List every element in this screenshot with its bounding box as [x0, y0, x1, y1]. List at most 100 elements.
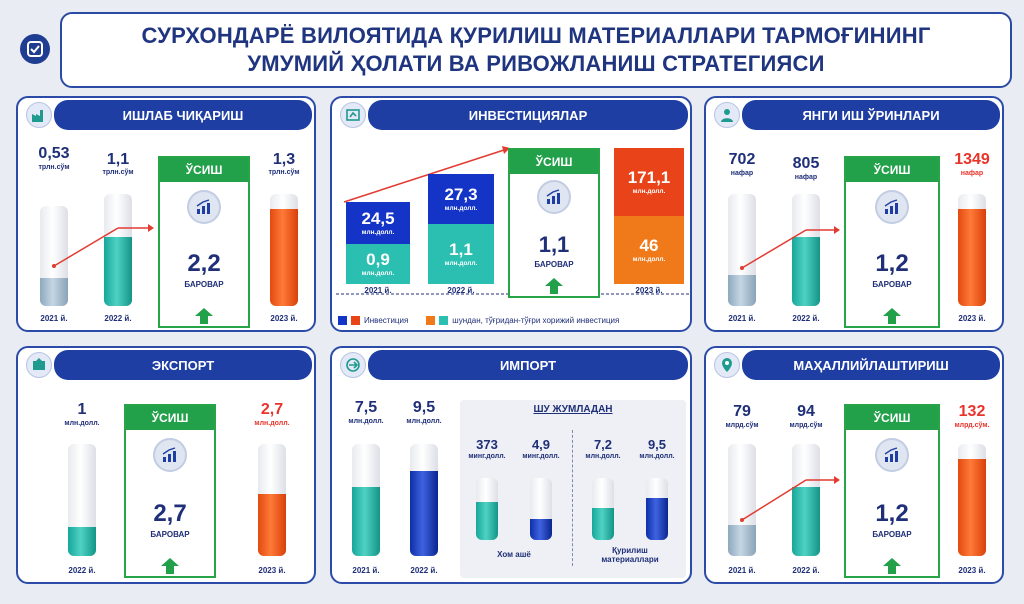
jobs-fill-2021: [728, 274, 756, 306]
jobs-unit-2021: нафар: [730, 170, 754, 177]
production-unit-2022: трлн.сўм: [102, 169, 134, 176]
investment-growth-label: ЎСИШ: [510, 150, 598, 174]
localization-title: МАҲАЛЛИЙЛАШТИРИШ: [793, 357, 949, 373]
import-build-tube-2: [646, 478, 668, 540]
localization-panel: МАҲАЛЛИЙЛАШТИРИШ 79 млрд.сўм 94 млрд.сўм…: [704, 346, 1004, 584]
import-breakdown-box: ШУ ЖУМЛАДАН 373 минг.долл. 4,9 минг.долл…: [460, 400, 686, 578]
production-year-2022: 2022 й.: [104, 314, 132, 323]
legend-invest-label: Инвестиция: [364, 315, 409, 325]
import-build-value-1: 7,2: [593, 437, 613, 452]
import-raw-value-1: 373: [476, 437, 498, 452]
production-year-2021: 2021 й.: [40, 314, 68, 323]
import-build-label: Қурилиш материаллари: [601, 546, 659, 564]
up-arrow-icon: [545, 278, 563, 294]
import-raw-unit-2: минг.долл.: [522, 453, 560, 460]
investment-growth-sub: БАРОВАР: [534, 260, 574, 269]
export-growth-sub: БАРОВАР: [150, 530, 190, 539]
localization-year-2021: 2021 й.: [728, 566, 756, 575]
jobs-tube-2022: [792, 194, 820, 306]
export-fill-2022: [68, 526, 96, 556]
export-header: ЭКСПОРТ: [54, 350, 312, 380]
localization-tube-2023: [958, 444, 986, 556]
investment-growth-value: 1,1: [538, 232, 570, 257]
localization-value-2023: 132: [958, 403, 986, 420]
import-build-fill-1: [592, 507, 614, 540]
brand-logo-icon: [20, 34, 50, 64]
investment-total-value-2023: 171,1: [627, 168, 671, 187]
production-unit-2021: трлн.сўм: [38, 164, 70, 171]
localization-fill-2023: [958, 458, 986, 556]
title-box: СУРХОНДАРЁ ВИЛОЯТИДА ҚУРИЛИШ МАТЕРИАЛЛАР…: [60, 12, 1012, 88]
legend-swatch-fdi-teal: [439, 315, 449, 325]
legend-fdi-label: шундан, тўғридан-тўғри хорижий инвестици…: [452, 315, 620, 325]
import-build-fill-2: [646, 497, 668, 540]
production-panel: ИШЛАБ ЧИҚАРИШ 0,53 трлн.сўм 1,1 трлн.сўм…: [16, 96, 316, 332]
import-raw-unit-1: минг.долл.: [468, 453, 506, 460]
jobs-header: ЯНГИ ИШ ЎРИНЛАРИ: [742, 100, 1000, 130]
growth-chart-icon: [875, 438, 909, 472]
export-value-2022: 1: [77, 401, 87, 418]
production-growth-sub: БАРОВАР: [184, 280, 224, 289]
localization-growth-sub: БАРОВАР: [872, 530, 912, 539]
localization-growth-card: ЎСИШ 1,2 БАРОВАР: [844, 404, 940, 578]
investment-fdi-unit-2021: млн.долл.: [361, 270, 395, 277]
growth-chart-icon: [153, 438, 187, 472]
investment-legend: Инвестиция шундан, тўғридан-тўғри хорижи…: [338, 312, 690, 328]
legend-swatch-invest-red: [351, 315, 360, 325]
export-panel: ЭКСПОРТ 1 млн.долл. 2022 й. ЎСИШ 2,7 БАР…: [16, 346, 316, 584]
investment-header: ИНВЕСТИЦИЯЛАР: [368, 100, 688, 130]
factory-icon: [26, 102, 52, 128]
investment-panel: ИНВЕСТИЦИЯЛАР 24,5 млн.долл. 0,9 млн.дол…: [330, 96, 692, 332]
investment-year-2022: 2022 й.: [447, 286, 475, 295]
investment-total-unit-2022: млн.долл.: [444, 205, 478, 212]
page-title-line2: УМУМИЙ ҲОЛАТИ ВА РИВОЖЛАНИШ СТРАТЕГИЯСИ: [247, 51, 825, 76]
localization-unit-2023: млрд.сўм.: [954, 422, 990, 429]
import-icon: [340, 352, 366, 378]
jobs-value-2023: 1349: [954, 151, 990, 168]
growth-chart-icon: [537, 180, 571, 214]
jobs-growth-label: ЎСИШ: [846, 158, 938, 182]
import-build-unit-2: млн.долл.: [639, 453, 675, 460]
growth-chart-icon: [875, 190, 909, 224]
investment-total-2023: 171,1 млн.долл.: [614, 148, 684, 216]
legend-swatch-invest-blue: [338, 315, 347, 325]
localization-year-2023: 2023 й.: [958, 566, 986, 575]
import-year-2022: 2022 й.: [410, 566, 438, 575]
import-header: ИМПОРТ: [368, 350, 688, 380]
up-arrow-icon: [195, 308, 213, 324]
investment-fdi-2021: 0,9 млн.долл.: [346, 244, 410, 284]
export-icon: [26, 352, 52, 378]
up-arrow-icon: [883, 308, 901, 324]
localization-fill-2022: [792, 486, 820, 556]
investment-total-value-2022: 27,3: [444, 185, 478, 204]
production-fill-2022: [104, 236, 132, 306]
up-arrow-icon: [161, 558, 179, 574]
production-tube-2023: [270, 194, 298, 306]
jobs-value-2022: 805: [792, 155, 820, 172]
production-growth-value: 2,2: [187, 250, 221, 277]
jobs-title: ЯНГИ ИШ ЎРИНЛАРИ: [802, 107, 940, 123]
jobs-unit-2023: нафар: [960, 170, 984, 177]
production-value-2021: 0,53: [38, 145, 70, 162]
import-raw-fill-2: [530, 518, 552, 540]
investment-fdi-unit-2023: млн.долл.: [632, 256, 666, 263]
import-breakdown-divider: [572, 430, 573, 566]
export-unit-2022: млн.долл.: [64, 420, 100, 427]
investment-fdi-2023: 46 млн.долл.: [614, 216, 684, 284]
import-build-value-2: 9,5: [647, 437, 667, 452]
export-growth-card: ЎСИШ 2,7 БАРОВАР: [124, 404, 216, 578]
jobs-trend-arrow: [740, 226, 840, 270]
page-title-line1: СУРХОНДАРЁ ВИЛОЯТИДА ҚУРИЛИШ МАТЕРИАЛЛАР…: [141, 23, 931, 48]
localization-value-2022: 94: [797, 403, 815, 420]
worker-icon: [714, 102, 740, 128]
investment-fdi-value-2023: 46: [639, 236, 659, 255]
production-fill-2021: [40, 278, 68, 306]
production-tube-2021: [40, 206, 68, 306]
jobs-unit-2022: нафар: [794, 174, 818, 181]
jobs-growth-value: 1,2: [875, 250, 909, 277]
jobs-growth-card: ЎСИШ 1,2 БАРОВАР: [844, 156, 940, 328]
import-fill-2021: [352, 486, 380, 556]
localization-trend-arrow: [740, 476, 840, 522]
investment-total-2022: 27,3 млн.долл.: [428, 174, 494, 224]
export-value-2023: 2,7: [260, 401, 284, 418]
